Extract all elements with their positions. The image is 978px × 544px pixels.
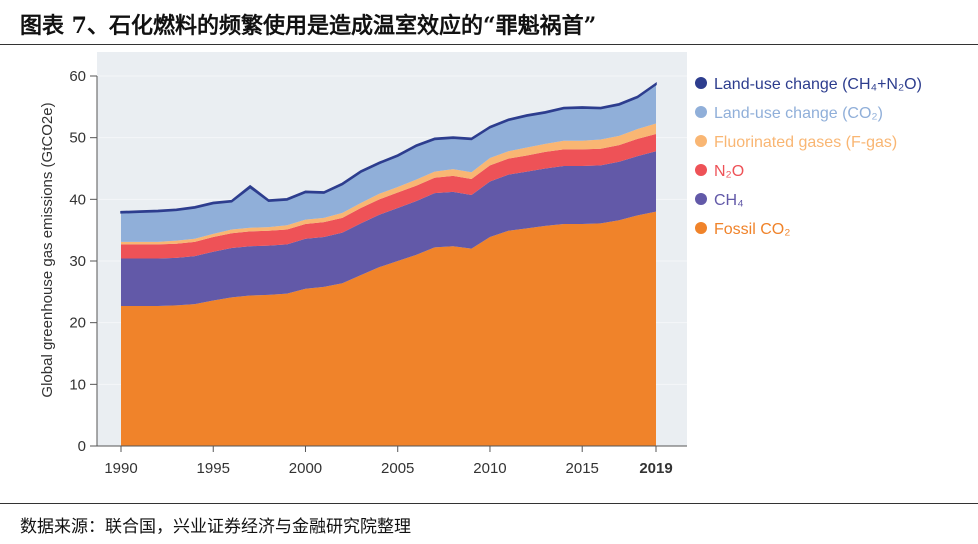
source-note: 数据来源：联合国，兴业证券经济与金融研究院整理 [20, 517, 411, 537]
bottom-rule [0, 503, 978, 504]
legend-marker [695, 164, 707, 176]
legend-marker [695, 135, 707, 147]
area-ch- [121, 151, 656, 307]
area-n-o [121, 133, 656, 259]
y-tick-label: 10 [69, 376, 86, 393]
legend-marker [695, 193, 707, 205]
y-tick-label: 50 [69, 130, 86, 147]
area-land-use-change-co- [121, 84, 656, 242]
area-land-use-change-ch-n-o- [120, 81, 657, 214]
legend-label: Land-use change (CO₂) [714, 105, 883, 122]
figure-title: 图表 7、石化燃料的频繁使用是造成温室效应的“罪魁祸首” [20, 13, 597, 39]
y-tick-label: 0 [78, 438, 86, 455]
legend-marker [695, 106, 707, 118]
x-tick-label: 2005 [381, 460, 414, 477]
y-tick-label: 30 [69, 253, 86, 270]
x-tick-label: 2010 [473, 460, 506, 477]
legend-label: N₂O [714, 163, 744, 180]
legend-label: CH₄ [714, 192, 744, 209]
legend-label: Land-use change (CH₄+N₂O) [714, 76, 922, 93]
legend-marker [695, 77, 707, 89]
x-tick-label: 2015 [566, 460, 599, 477]
top-rule [0, 44, 978, 45]
area-fossil-co- [121, 211, 656, 446]
legend-marker [695, 222, 707, 234]
legend-label: Fossil CO₂ [714, 221, 790, 238]
x-tick-label: 1990 [104, 460, 137, 477]
x-tick-label: 1995 [197, 460, 230, 477]
x-tick-label: 2000 [289, 460, 322, 477]
y-tick-label: 20 [69, 315, 86, 332]
area-fluorinated-gases-f-gas- [121, 123, 656, 245]
y-tick-label: 40 [69, 191, 86, 208]
x-tick-label: 2019 [639, 460, 672, 477]
y-axis-label: Global greenhouse gas emissions (GtCO2e) [39, 102, 56, 397]
y-tick-label: 60 [69, 68, 86, 85]
legend-label: Fluorinated gases (F-gas) [714, 134, 897, 151]
